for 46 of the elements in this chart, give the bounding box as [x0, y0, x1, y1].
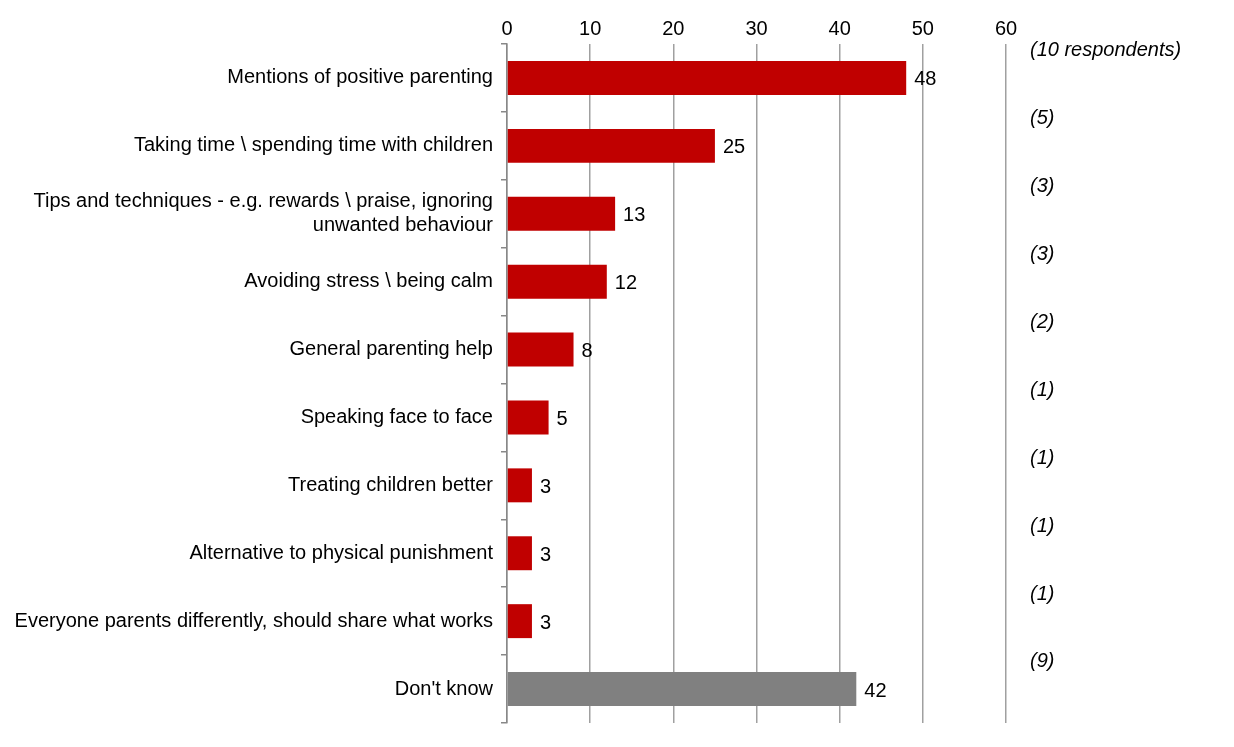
data-label: 3 [539, 474, 552, 497]
bar [507, 604, 532, 639]
bar [507, 332, 574, 367]
data-label: 3 [539, 542, 552, 565]
bar [507, 60, 907, 95]
bar [507, 128, 715, 163]
bar [507, 536, 532, 571]
bar [507, 196, 616, 231]
x-tick-label: 30 [745, 16, 768, 39]
text: (3) [1030, 174, 1055, 197]
y-tick-label: Taking time \ spending time with children [133, 133, 493, 156]
x-tick-label: 0 [501, 16, 513, 39]
text: (1) [1030, 513, 1055, 536]
data-label: 5 [556, 406, 568, 429]
x-tick-label: 60 [994, 16, 1018, 39]
text: (9) [1030, 649, 1055, 672]
text: (1) [1030, 445, 1055, 468]
data-label: 12 [614, 271, 638, 294]
text: (2) [1030, 309, 1055, 332]
bar [507, 264, 607, 299]
data-label: 25 [722, 135, 746, 158]
x-tick-label: 20 [662, 16, 685, 39]
data-label: 48 [914, 67, 937, 90]
x-tick-label: 50 [911, 16, 934, 39]
bar [507, 468, 532, 503]
y-tick-label: Everyone parents differently, should share what works [14, 608, 493, 631]
y-tick-label: Speaking face to face [300, 404, 493, 427]
text: (3) [1030, 242, 1055, 265]
data-label: 3 [539, 610, 552, 633]
x-tick-label: 40 [828, 16, 851, 39]
y-tick-label: Don't know [394, 676, 494, 699]
data-label: 13 [623, 203, 646, 226]
text: (10 respondents) [1030, 38, 1182, 61]
y-tick-label: Alternative to physical punishment [189, 540, 494, 563]
y-tick-label: Avoiding stress \ being calm [244, 269, 493, 292]
x-tick-label: 10 [579, 16, 602, 39]
data-label: 42 [864, 678, 887, 701]
y-tick-label: Tips and techniques - e.g. rewards \ praise, ignoring unwanted behaviour [33, 189, 494, 236]
y-tick-label: Treating children better [288, 472, 494, 495]
text: (1) [1030, 377, 1055, 400]
y-tick-label: Mentions of positive parenting [227, 65, 493, 88]
bar [507, 400, 549, 435]
text: (5) [1030, 106, 1055, 129]
text: (1) [1030, 581, 1055, 604]
y-tick-label: General parenting help [289, 337, 493, 360]
data-label: 8 [581, 339, 593, 362]
